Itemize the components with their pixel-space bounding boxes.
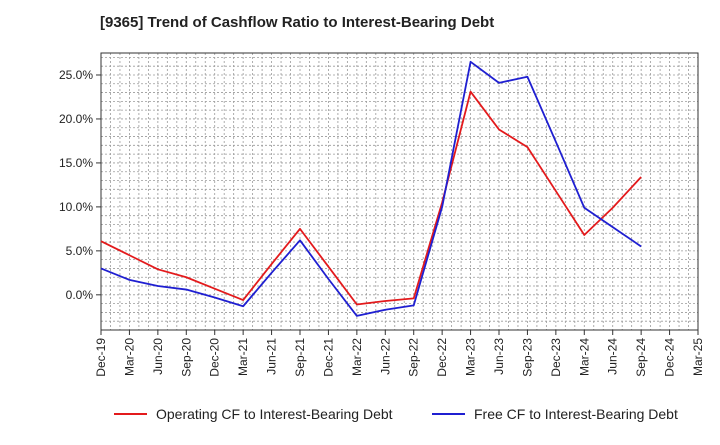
y-tick-label: 20.0%: [59, 112, 93, 126]
chart-title: [9365] Trend of Cashflow Ratio to Intere…: [100, 14, 495, 31]
x-tick-label: Dec-21: [321, 338, 335, 377]
x-tick-label: Dec-20: [208, 338, 222, 377]
series-lines: [100, 60, 642, 317]
x-tick-label: Mar-25: [691, 338, 705, 376]
y-tick-label: 10.0%: [59, 200, 93, 214]
plot-area: [100, 52, 699, 331]
series-line-1: [100, 90, 642, 306]
y-tick-label: 0.0%: [66, 288, 94, 302]
x-tick-label: Dec-24: [663, 338, 677, 377]
y-axis: 0.0% 5.0% 10.0% 15.0% 20.0% 25.0%: [59, 68, 101, 302]
y-tick-label: 25.0%: [59, 68, 93, 82]
x-tick-label: Dec-23: [549, 338, 563, 377]
x-tick-label: Sep-22: [407, 338, 421, 377]
x-tick-label: Sep-23: [520, 338, 534, 377]
x-tick-label: Dec-19: [94, 338, 108, 377]
x-tick-label: Dec-22: [435, 338, 449, 377]
x-tick-label: Jun-20: [151, 338, 165, 375]
x-tick-label: Mar-22: [350, 338, 364, 376]
x-tick-label: Mar-23: [464, 338, 478, 376]
x-tick-label: Jun-24: [606, 338, 620, 375]
y-tick-label: 15.0%: [59, 156, 93, 170]
series-line-2: [100, 60, 642, 317]
x-tick-label: Mar-21: [236, 338, 250, 376]
x-tick-label: Sep-20: [179, 338, 193, 377]
x-axis: Dec-19 Mar-20 Jun-20 Sep-20 Dec-20 Mar-21 Jun-…: [94, 330, 705, 377]
y-tick-label: 5.0%: [66, 244, 94, 258]
x-tick-label: Jun-23: [492, 338, 506, 375]
legend: Operating CF to Interest-Bearing Debt Fre…: [114, 406, 678, 422]
x-tick-label: Sep-21: [293, 338, 307, 377]
x-tick-label: Jun-22: [378, 338, 392, 375]
x-tick-label: Mar-24: [577, 338, 591, 376]
legend-label-1: Operating CF to Interest-Bearing Debt: [156, 406, 393, 422]
grid: [100, 53, 699, 331]
x-tick-label: Mar-20: [122, 338, 136, 376]
legend-label-2: Free CF to Interest-Bearing Debt: [474, 406, 678, 422]
x-tick-label: Jun-21: [265, 338, 279, 375]
x-tick-label: Sep-24: [634, 338, 648, 377]
